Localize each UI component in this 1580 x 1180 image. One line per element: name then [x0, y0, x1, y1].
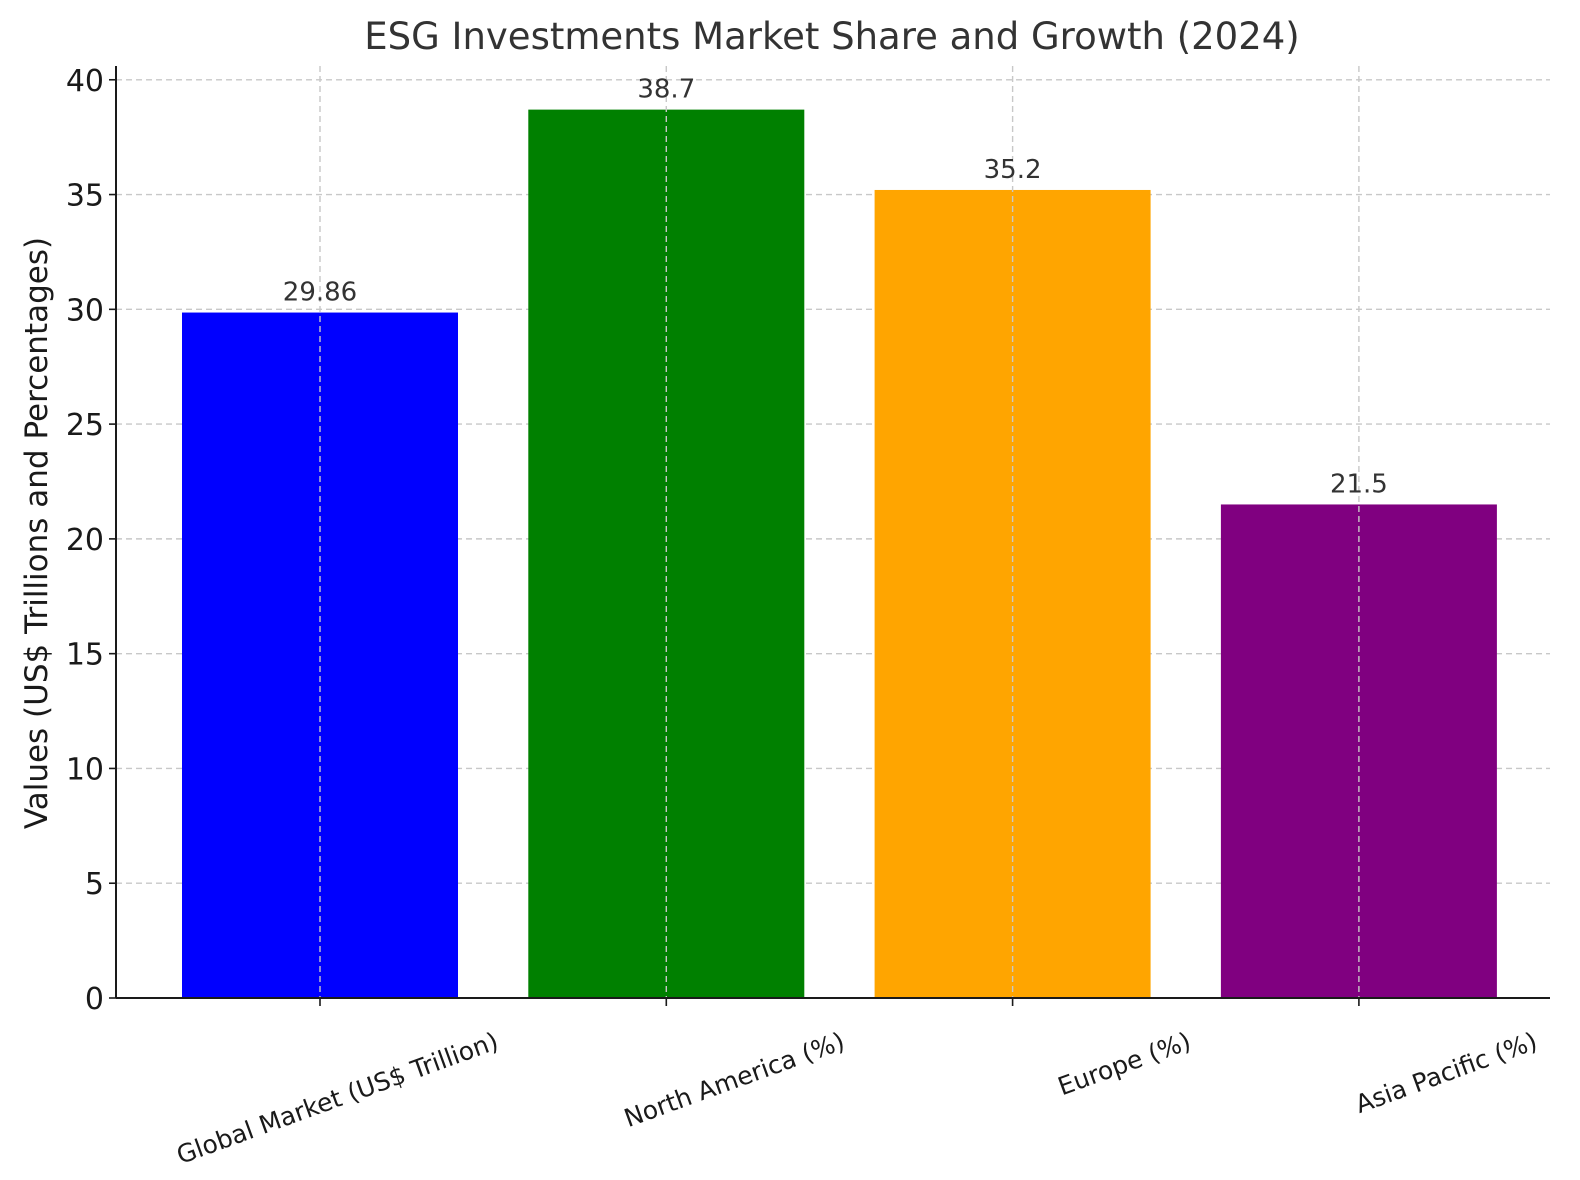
chart-title: ESG Investments Market Share and Growth … [364, 15, 1299, 58]
y-tick-label: 15 [66, 638, 104, 673]
bar [528, 109, 805, 998]
y-tick-label: 10 [66, 752, 104, 787]
y-tick-label: 25 [66, 408, 104, 443]
y-tick-label: 20 [66, 523, 104, 558]
y-tick-label: 35 [66, 179, 104, 214]
data-label: 29.86 [283, 278, 357, 308]
bar [874, 189, 1151, 999]
axes [115, 66, 1550, 999]
data-labels: 29.86 38.7 35.2 21.5 [283, 75, 1388, 500]
data-label: 35.2 [984, 155, 1042, 185]
bar [182, 312, 458, 999]
y-tick-label: 30 [66, 293, 104, 328]
data-label: 21.5 [1330, 469, 1388, 499]
y-axis-ticks: 0 5 10 15 20 25 30 35 40 [66, 64, 116, 1017]
y-tick-label: 5 [85, 867, 104, 902]
y-tick-label: 40 [66, 64, 104, 99]
y-tick-label: 0 [85, 982, 104, 1017]
y-axis-label: Values (US$ Trillions and Percentages) [19, 237, 55, 829]
vertical-grid-lines [319, 66, 1360, 998]
data-label: 38.7 [637, 75, 695, 105]
